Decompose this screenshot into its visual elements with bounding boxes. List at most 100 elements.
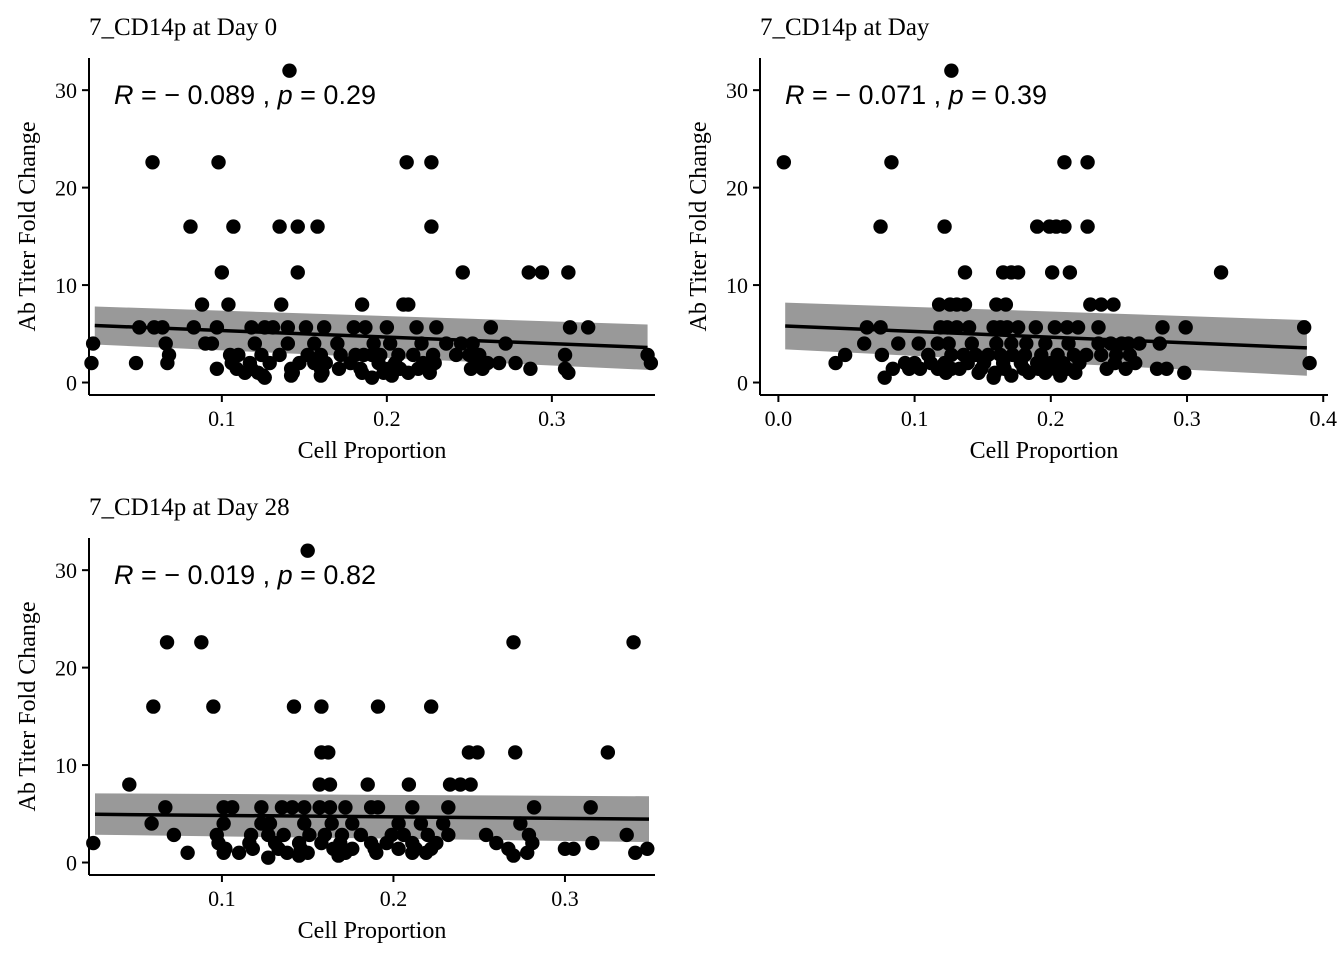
data-point (314, 835, 329, 851)
stat-p-symbol: p (277, 560, 293, 590)
x-tick-label: 0.4 (1309, 406, 1337, 431)
data-point (391, 816, 406, 831)
x-tick-label: 0.1 (208, 406, 236, 431)
data-point (338, 800, 353, 815)
data-point (600, 745, 616, 760)
stat-r-symbol: R (114, 560, 134, 590)
data-point (297, 800, 312, 815)
data-point (1019, 336, 1034, 351)
data-point (619, 827, 634, 843)
data-points (86, 543, 655, 865)
data-point (944, 63, 959, 78)
data-point (986, 370, 1001, 385)
data-point (776, 155, 792, 170)
data-point (272, 219, 287, 234)
data-point (405, 845, 420, 860)
x-axis-label: Cell Proportion (298, 438, 447, 464)
x-tick-label: 0.2 (373, 406, 401, 431)
data-point (245, 841, 260, 856)
data-point (128, 355, 144, 371)
y-tick-label: 20 (55, 656, 77, 681)
regression-line (785, 324, 1307, 350)
data-point (508, 355, 523, 371)
data-point (384, 368, 400, 383)
data-point (949, 320, 965, 335)
data-point (366, 336, 381, 351)
data-point (583, 800, 598, 815)
data-point (345, 816, 360, 831)
y-tick-label: 20 (726, 176, 748, 201)
chart-panel-2: 7_CD14p at Day 0.0 0.1 0.2 0.3 0.4 0 10 20 30 Cell… (686, 14, 1337, 464)
data-point (158, 800, 173, 815)
data-point (399, 155, 414, 170)
data-point (580, 320, 596, 335)
data-point (206, 699, 221, 714)
data-point (370, 800, 386, 815)
data-point (957, 265, 973, 280)
data-point (330, 336, 345, 351)
data-point (1068, 365, 1083, 380)
data-point (279, 845, 295, 860)
data-point (257, 370, 272, 385)
correlation-annotation: R = − 0.019 , p = 0.82 (114, 560, 376, 590)
data-point (1038, 336, 1053, 351)
data-point (158, 336, 173, 351)
data-point (941, 336, 956, 351)
data-point (282, 63, 297, 78)
data-point (1029, 219, 1045, 234)
data-point (379, 320, 395, 335)
y-tick-label: 10 (55, 273, 77, 298)
data-point (937, 219, 952, 234)
data-point (1000, 320, 1015, 335)
data-point (406, 347, 421, 363)
chart-title: 7_CD14p at Day 0 (89, 14, 277, 41)
data-point (1099, 361, 1114, 376)
data-point (300, 543, 315, 558)
stat-r-value: = − 0.071 , (805, 80, 949, 110)
data-point (1028, 320, 1044, 335)
data-point (1155, 320, 1170, 335)
data-point (354, 297, 370, 312)
data-point (84, 355, 99, 371)
data-point (312, 777, 327, 792)
data-point (989, 336, 1004, 351)
data-point (1057, 219, 1072, 234)
data-point (483, 320, 499, 335)
data-point (1178, 320, 1193, 335)
data-point (523, 361, 538, 376)
data-point (513, 816, 528, 831)
data-point (1159, 361, 1174, 376)
data-point (884, 155, 899, 170)
data-point (369, 845, 384, 860)
data-point (405, 800, 420, 815)
data-point (1094, 297, 1109, 312)
data-point (475, 361, 490, 376)
data-point (314, 699, 329, 714)
data-point (441, 827, 456, 843)
correlation-annotation: R = − 0.071 , p = 0.39 (785, 80, 1047, 110)
data-point (194, 297, 210, 312)
data-point (283, 368, 299, 383)
data-point (877, 370, 892, 385)
data-point (891, 336, 906, 351)
stat-r-symbol: R (785, 80, 805, 110)
data-point (526, 800, 542, 815)
data-point (1038, 365, 1053, 380)
y-tick-label: 10 (55, 753, 77, 778)
data-point (1044, 265, 1060, 280)
data-point (626, 635, 641, 650)
data-point (231, 845, 247, 860)
stat-p-value: = 0.29 (293, 80, 376, 110)
data-point (313, 368, 329, 383)
data-point (307, 336, 322, 351)
data-point (470, 745, 485, 760)
data-point (561, 265, 576, 280)
data-point (290, 219, 305, 234)
data-point (857, 336, 872, 351)
x-tick-label: 0.0 (765, 406, 793, 431)
data-point (216, 816, 231, 831)
data-point (364, 370, 380, 385)
data-point (998, 297, 1014, 312)
data-point (1047, 320, 1063, 335)
data-point (1118, 361, 1133, 376)
